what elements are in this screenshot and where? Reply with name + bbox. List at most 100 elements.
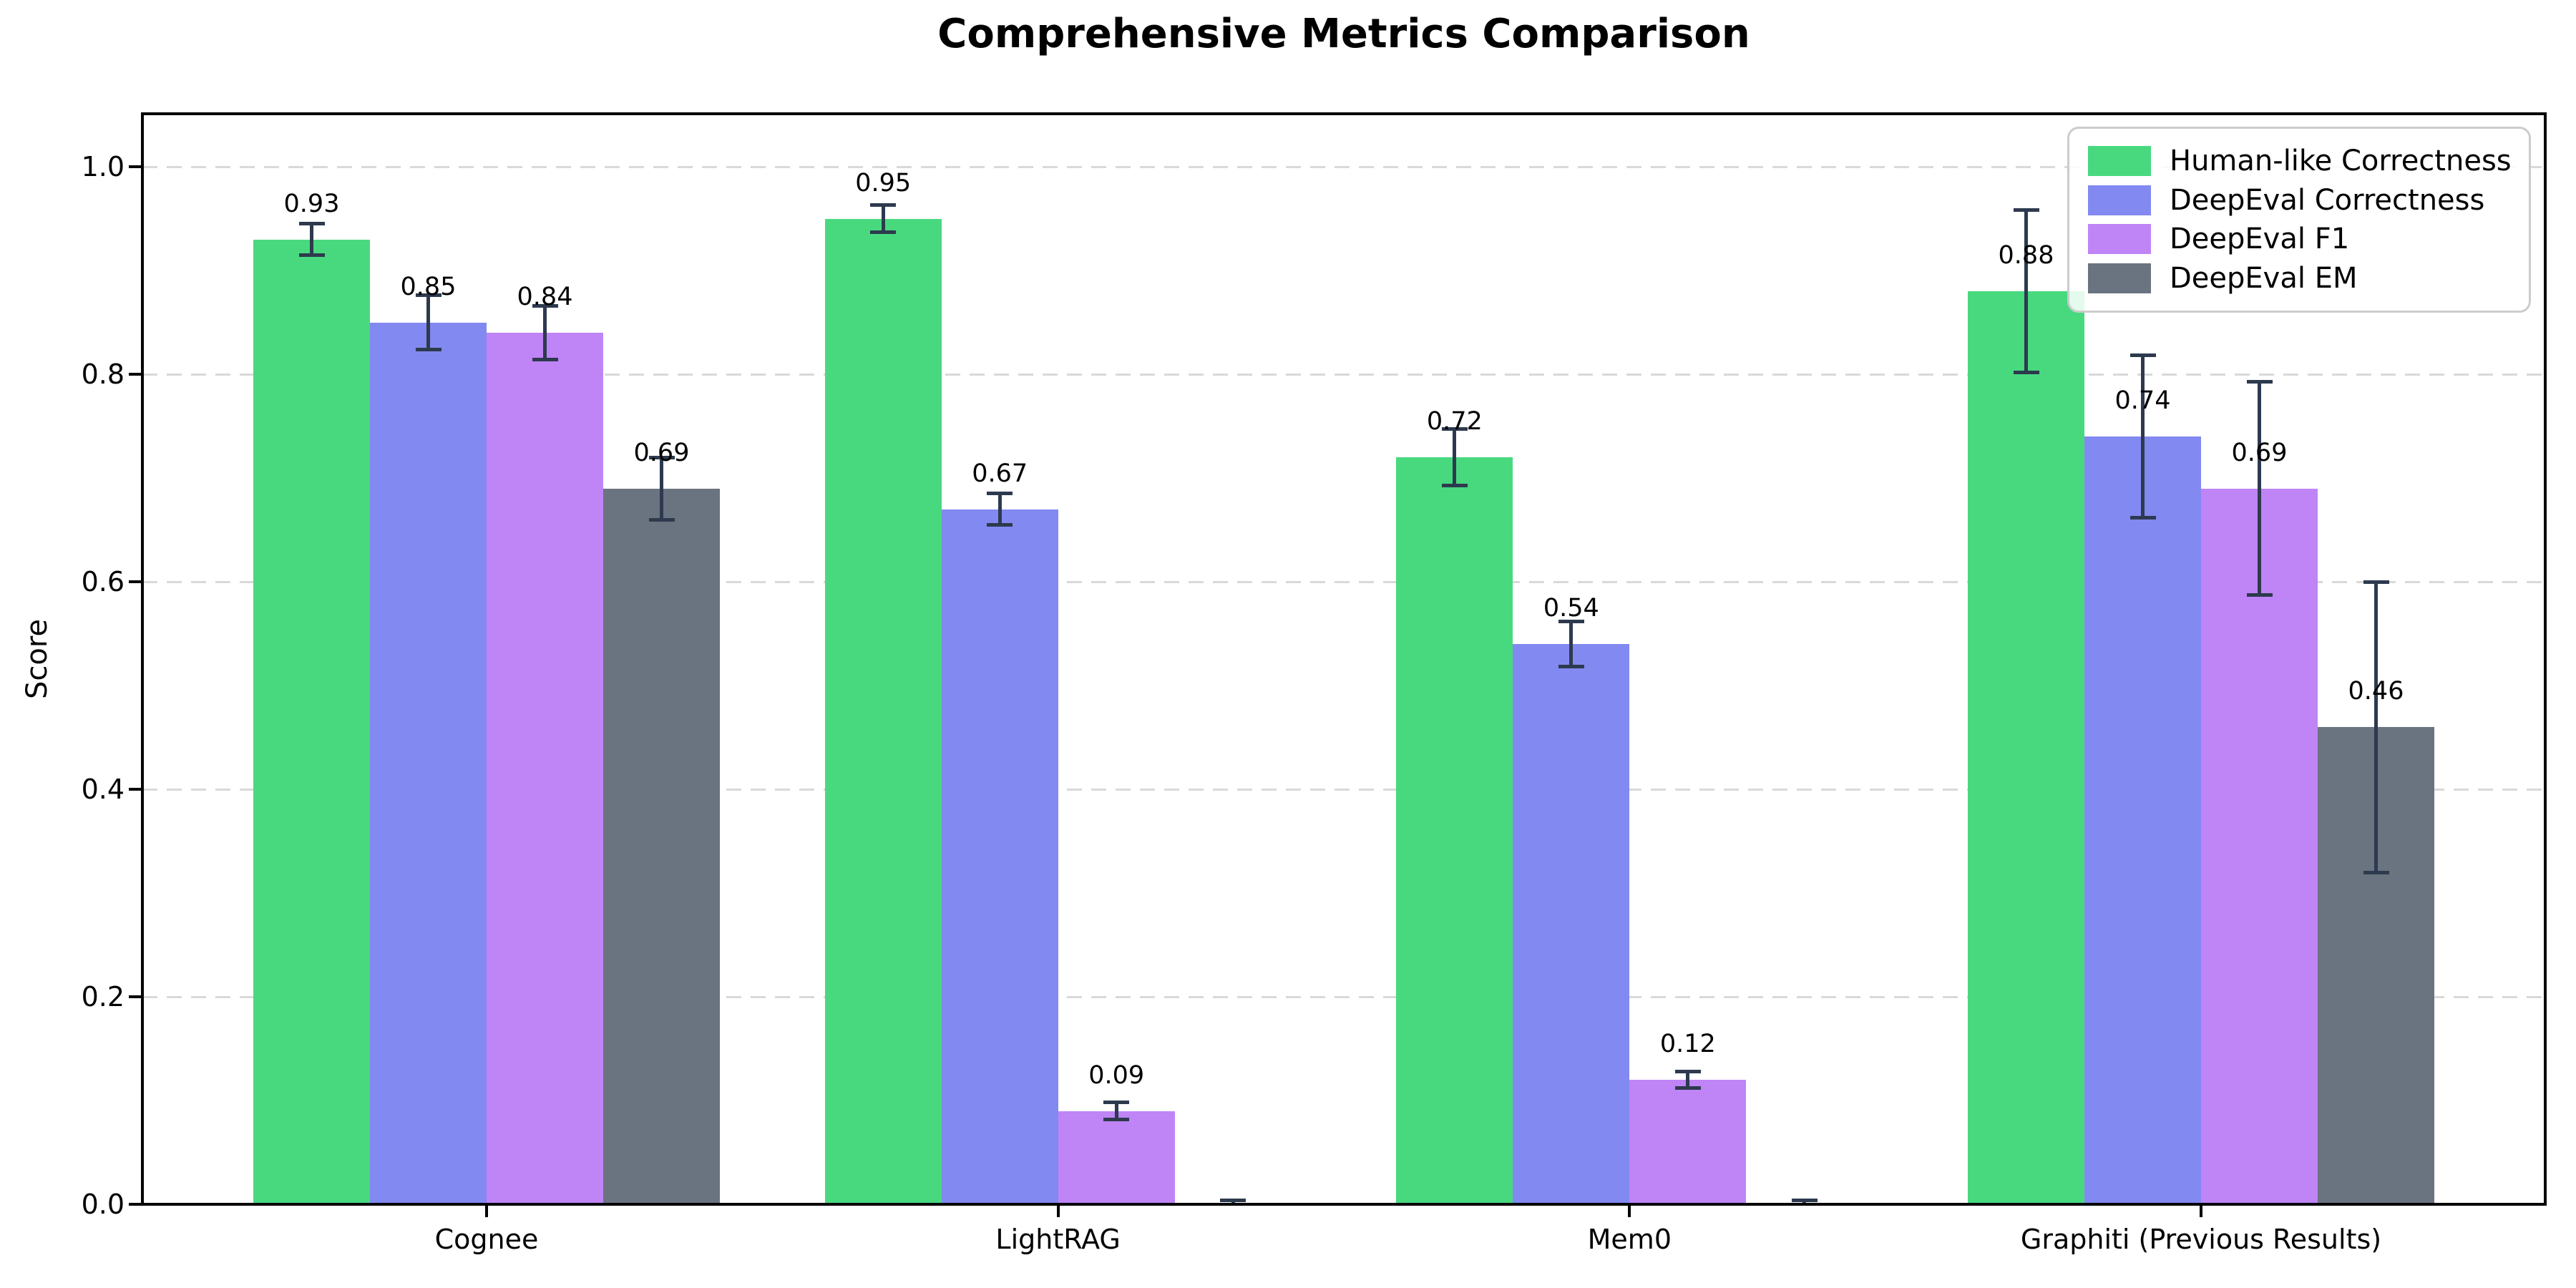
- error-bar-cap-top: [298, 222, 325, 226]
- bar-human-like-correctness-graphiti-previous-results: [1968, 291, 2084, 1204]
- bar-value-label: 0.46: [2348, 677, 2404, 706]
- x-tick: [1628, 1206, 1631, 1217]
- error-bar-line: [2258, 381, 2261, 595]
- error-bar-cap-bottom: [1558, 665, 1584, 669]
- error-bar-cap-top: [2013, 208, 2039, 213]
- error-bar-cap-top: [415, 293, 441, 298]
- error-bar-cap-top: [532, 303, 558, 308]
- bar-value-label: 0.69: [633, 438, 690, 467]
- error-bar-cap-bottom: [2246, 593, 2273, 597]
- error-bar-line: [310, 223, 313, 255]
- error-bar-cap-top: [1220, 1198, 1246, 1202]
- legend-item: DeepEval F1: [2088, 221, 2510, 257]
- gridline: [142, 580, 2545, 583]
- bar-value-label: 0.69: [2231, 438, 2288, 467]
- y-tick-label: 0.8: [81, 358, 125, 390]
- legend-swatch-human-like-correctness: [2088, 146, 2151, 176]
- chart-title: Comprehensive Metrics Comparison: [937, 11, 1750, 57]
- error-bar-line: [2141, 355, 2145, 518]
- bar-value-label: 0.12: [1659, 1030, 1716, 1058]
- x-tick-label-cognee: Cognee: [434, 1224, 539, 1255]
- y-tick-label: 0.6: [81, 566, 125, 597]
- bar-value-label: 0.85: [400, 272, 457, 301]
- error-bar-cap-top: [2363, 580, 2389, 584]
- y-tick-label: 1.0: [81, 151, 125, 182]
- error-bar-line: [1802, 1200, 1807, 1204]
- error-bar-line: [660, 457, 663, 519]
- y-tick: [129, 995, 142, 998]
- gridline: [142, 165, 2545, 168]
- error-bar-cap-top: [648, 455, 675, 459]
- legend-item: DeepEval Correctness: [2088, 182, 2510, 218]
- error-bar-cap-bottom: [870, 230, 897, 234]
- error-bar-line: [543, 306, 547, 360]
- y-tick-label: 0.0: [81, 1189, 125, 1220]
- error-bar-line: [1114, 1102, 1118, 1120]
- y-tick: [129, 165, 142, 168]
- bar-human-like-correctness-cognee: [253, 239, 370, 1204]
- y-tick: [129, 373, 142, 376]
- error-bar-cap-top: [1103, 1101, 1130, 1105]
- gridline: [142, 788, 2545, 791]
- bar-deepeval-em-cognee: [603, 488, 720, 1204]
- bar-deepeval-correctness-cognee: [370, 322, 487, 1204]
- error-bar-cap-top: [870, 203, 897, 208]
- y-tick-label: 0.2: [81, 981, 125, 1013]
- bar-value-label: 0.95: [855, 168, 912, 197]
- bar-value-label: 0.84: [517, 283, 573, 311]
- x-tick: [1056, 1206, 1060, 1217]
- bar-value-label: 0.67: [972, 459, 1028, 488]
- error-bar-cap-top: [1674, 1069, 1701, 1073]
- bar-deepeval-f1-cognee: [487, 333, 603, 1204]
- legend-label: DeepEval EM: [2170, 261, 2358, 295]
- error-bar-cap-top: [987, 492, 1013, 496]
- error-bar-cap-bottom: [298, 253, 325, 257]
- error-bar-cap-top: [2129, 353, 2156, 358]
- bar-human-like-correctness-lightrag: [824, 218, 942, 1204]
- bar-deepeval-f1-mem0: [1629, 1080, 1747, 1204]
- error-bar-cap-top: [1791, 1198, 1818, 1202]
- x-tick-label-graphiti-previous-results: Graphiti (Previous Results): [2020, 1224, 2382, 1255]
- bar-value-label: 0.54: [1543, 594, 1599, 623]
- gridline: [142, 373, 2545, 376]
- error-bar-cap-bottom: [415, 347, 441, 351]
- legend: Human-like Correctness DeepEval Correctn…: [2067, 127, 2531, 313]
- legend-swatch-deepeval-correctness: [2088, 185, 2151, 215]
- legend-swatch-deepeval-em: [2088, 263, 2151, 293]
- legend-label: DeepEval F1: [2170, 223, 2350, 256]
- y-axis-label: Score: [21, 618, 54, 700]
- legend-label: DeepEval Correctness: [2170, 183, 2485, 217]
- error-bar-line: [1231, 1200, 1235, 1204]
- error-bar-cap-top: [1441, 427, 1468, 431]
- error-bar-line: [2024, 210, 2028, 373]
- error-bar-line: [1686, 1071, 1690, 1088]
- y-tick: [129, 788, 142, 791]
- error-bar-cap-bottom: [1674, 1086, 1701, 1091]
- error-bar-line: [1569, 621, 1574, 667]
- legend-item: Human-like Correctness: [2088, 143, 2512, 179]
- bar-value-label: 0.09: [1088, 1060, 1145, 1090]
- error-bar-cap-bottom: [2013, 370, 2039, 374]
- plot-area: 0.93 0.95 0.72 0.88 0.85 0.67 0.54 0.74 0.84 0.09…: [142, 114, 2545, 1204]
- error-bar-cap-top: [1558, 619, 1584, 623]
- error-bar-cap-bottom: [1441, 483, 1468, 487]
- error-bar-cap-bottom: [532, 358, 558, 362]
- gridline: [142, 995, 2545, 998]
- legend-label: Human-like Correctness: [2170, 145, 2512, 177]
- bar-deepeval-correctness-lightrag: [941, 509, 1058, 1204]
- x-tick-label-lightrag: LightRAG: [995, 1224, 1121, 1255]
- error-bar-cap-bottom: [2363, 870, 2389, 874]
- error-bar-cap-top: [2246, 379, 2273, 384]
- bar-human-like-correctness-mem0: [1396, 457, 1513, 1204]
- y-tick: [129, 580, 142, 583]
- axis-spine-left: [141, 114, 144, 1206]
- x-tick-label-mem0: Mem0: [1587, 1224, 1672, 1255]
- error-bar-cap-bottom: [1103, 1117, 1130, 1121]
- bar-value-label: 0.74: [2114, 386, 2171, 415]
- axis-spine-bottom: [141, 1203, 2547, 1206]
- axis-spine-top: [141, 112, 2547, 115]
- bar-value-label: 0.72: [1426, 407, 1483, 436]
- bar-deepeval-f1-lightrag: [1058, 1111, 1175, 1204]
- error-bar-cap-bottom: [987, 522, 1013, 527]
